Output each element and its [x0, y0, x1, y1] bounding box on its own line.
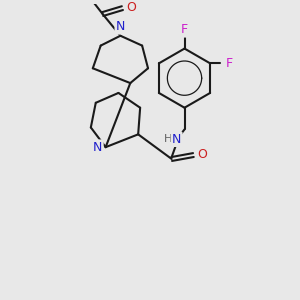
- Text: O: O: [126, 1, 136, 13]
- Text: F: F: [225, 57, 233, 70]
- Text: N: N: [116, 20, 125, 33]
- Text: N: N: [172, 133, 181, 146]
- Text: N: N: [93, 141, 102, 154]
- Text: H: H: [164, 134, 172, 144]
- Text: O: O: [197, 148, 207, 160]
- Text: F: F: [181, 23, 188, 36]
